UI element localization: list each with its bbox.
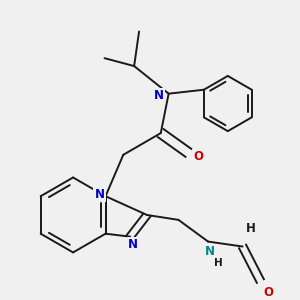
Text: H: H (214, 258, 222, 268)
Text: H: H (245, 222, 255, 235)
Text: O: O (193, 150, 203, 163)
Text: N: N (94, 188, 105, 201)
Text: O: O (263, 286, 273, 299)
Text: N: N (154, 89, 164, 102)
Text: N: N (205, 245, 215, 258)
Text: N: N (128, 238, 138, 251)
